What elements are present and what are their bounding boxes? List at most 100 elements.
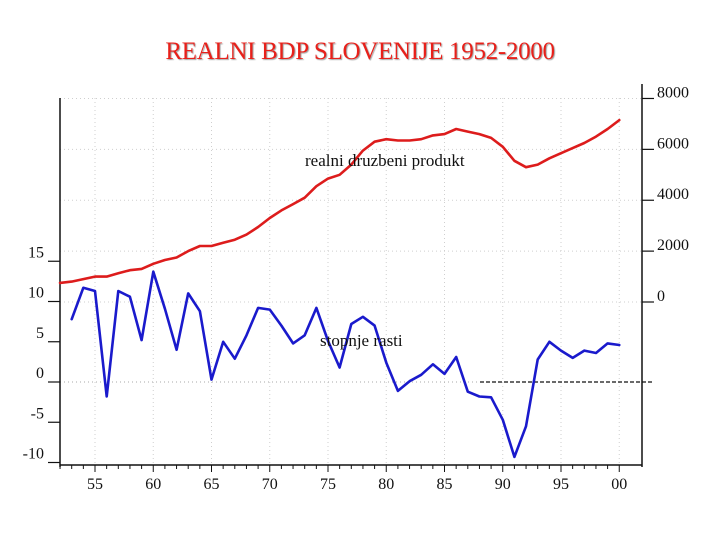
data-point-growth-rate — [327, 340, 329, 342]
data-point-real-product — [490, 137, 492, 139]
data-point-real-product — [502, 146, 504, 148]
data-point-real-product — [362, 150, 364, 152]
data-point-real-product — [164, 259, 166, 261]
data-point-growth-rate — [455, 356, 457, 358]
data-point-real-product — [292, 203, 294, 205]
x-axis-tick-label: 80 — [378, 476, 394, 493]
data-point-real-product — [210, 245, 213, 247]
data-point-growth-rate — [595, 352, 597, 354]
data-point-real-product — [152, 263, 154, 265]
x-axis-tick-label: 90 — [495, 476, 511, 493]
data-point-real-product — [222, 242, 224, 244]
data-point-growth-rate — [257, 307, 259, 309]
data-point-real-product — [443, 133, 446, 135]
data-point-real-product — [339, 174, 341, 176]
data-point-growth-rate — [362, 316, 364, 318]
data-point-real-product — [618, 119, 620, 121]
data-point-growth-rate — [583, 350, 585, 352]
left-axis-tick-label: -5 — [31, 405, 44, 422]
x-axis-tick-label: 75 — [320, 476, 336, 493]
data-point-growth-rate — [141, 339, 143, 341]
data-point-growth-rate — [432, 363, 434, 365]
data-point-real-product — [409, 139, 411, 142]
data-point-real-product — [257, 226, 259, 228]
data-point-real-product — [595, 136, 597, 138]
data-point-growth-rate — [280, 325, 282, 327]
data-point-real-product — [548, 157, 551, 159]
data-point-real-product — [525, 166, 527, 168]
axes — [59, 84, 643, 467]
chart-title: REALNI BDP SLOVENIJE 1952-2000 — [165, 38, 555, 65]
data-point-real-product — [583, 142, 585, 144]
x-axis-tick-label: 55 — [87, 476, 103, 493]
data-point-growth-rate — [502, 419, 504, 421]
data-point-real-product — [245, 234, 248, 236]
data-point-growth-rate — [71, 318, 73, 320]
data-point-real-product — [607, 128, 609, 130]
data-point-growth-rate — [420, 374, 422, 376]
data-point-growth-rate — [152, 271, 154, 273]
series-line-growth-rate — [70, 270, 621, 459]
data-point-growth-rate — [117, 290, 119, 292]
data-point-real-product — [71, 281, 73, 283]
data-point-real-product — [350, 164, 352, 166]
data-point-growth-rate — [443, 373, 446, 375]
data-point-growth-rate — [409, 380, 411, 382]
data-point-real-product — [374, 141, 376, 143]
data-point-growth-rate — [350, 323, 352, 325]
x-axis-tick-label: 60 — [145, 476, 161, 493]
right-axis-tick-label: 4000 — [657, 186, 689, 203]
grid — [60, 97, 642, 465]
data-point-real-product — [560, 152, 562, 154]
data-point-real-product — [129, 269, 131, 271]
right-axis-ticks: 8000 6000 4000 2000 0 — [642, 84, 689, 305]
left-axis-tick-label: -10 — [23, 446, 44, 463]
data-point-growth-rate — [199, 310, 201, 312]
x-axis-tick-label: 85 — [437, 476, 453, 493]
data-point-real-product — [304, 197, 306, 199]
data-point-growth-rate — [234, 358, 236, 360]
series-group — [58, 118, 621, 459]
data-point-growth-rate — [467, 391, 469, 393]
data-point-growth-rate — [478, 395, 480, 398]
data-point-growth-rate — [94, 290, 96, 292]
data-point-growth-rate — [315, 307, 317, 309]
data-point-real-product — [432, 134, 434, 136]
data-point-growth-rate — [548, 341, 551, 343]
data-point-real-product — [537, 164, 539, 166]
data-point-real-product — [59, 282, 61, 284]
data-point-growth-rate — [339, 366, 341, 369]
data-point-growth-rate — [618, 344, 620, 346]
data-point-real-product — [467, 131, 469, 133]
data-point-growth-rate — [129, 296, 131, 298]
data-point-real-product — [572, 147, 574, 149]
data-point-real-product — [141, 268, 143, 270]
data-point-growth-rate — [374, 325, 376, 327]
x-axis-tick-label: 70 — [262, 476, 278, 493]
data-point-real-product — [385, 138, 387, 140]
annotation-growth-rate: stopnje rasti — [320, 331, 403, 350]
data-point-growth-rate — [245, 334, 248, 336]
data-point-real-product — [513, 160, 516, 162]
x-axis-tick-label: 00 — [611, 476, 627, 493]
right-axis-tick-label: 6000 — [657, 135, 689, 152]
data-point-real-product — [280, 209, 282, 211]
data-point-growth-rate — [222, 341, 224, 343]
data-point-growth-rate — [560, 350, 562, 352]
right-axis-tick-label: 0 — [657, 288, 665, 305]
data-point-growth-rate — [106, 395, 108, 398]
series-line-real-product — [58, 118, 621, 285]
data-point-growth-rate — [304, 334, 306, 336]
left-axis-tick-label: 5 — [36, 325, 44, 342]
data-point-growth-rate — [513, 456, 516, 458]
right-axis-tick-label: 2000 — [657, 237, 689, 254]
data-point-real-product — [420, 138, 422, 140]
data-point-real-product — [187, 250, 189, 252]
data-point-real-product — [455, 128, 457, 130]
data-point-growth-rate — [176, 349, 178, 351]
left-axis-ticks: 15 10 5 0 -5 -10 — [23, 244, 60, 464]
data-point-real-product — [176, 256, 178, 259]
data-point-real-product — [106, 276, 108, 278]
data-point-growth-rate — [572, 357, 574, 359]
